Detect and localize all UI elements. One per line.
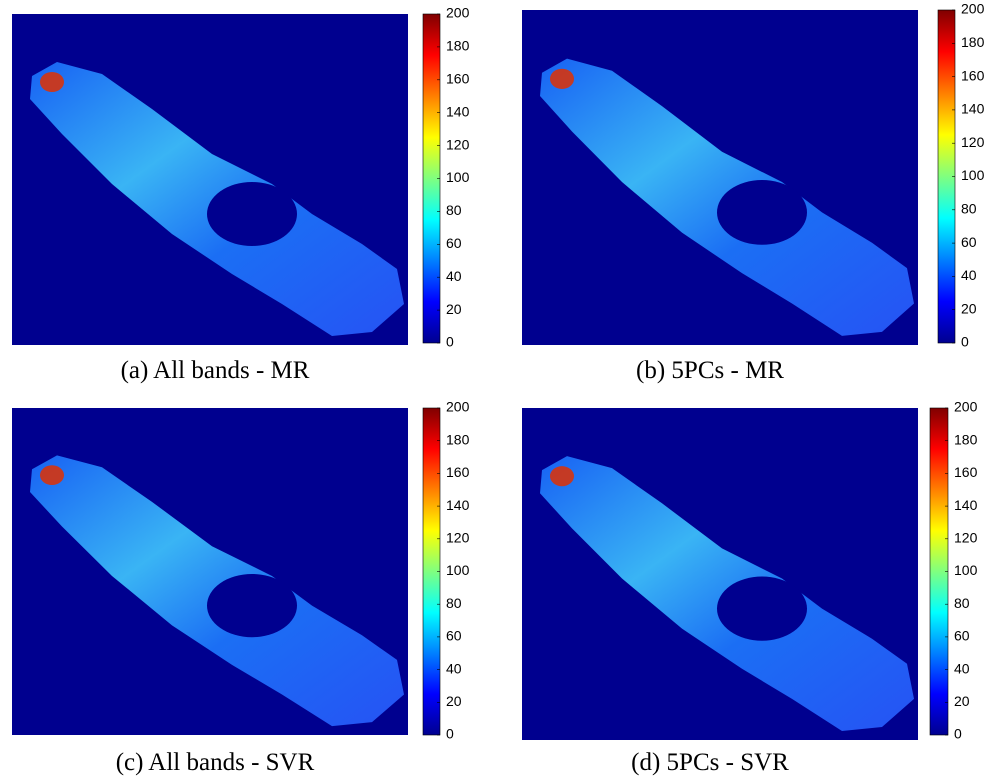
colorbar-tick-label: 40 bbox=[961, 267, 977, 283]
colorbar-tick-label: 80 bbox=[446, 202, 462, 218]
colorbar-tick-label: 0 bbox=[446, 334, 454, 350]
map-hotspot bbox=[550, 68, 574, 89]
colorbar-tick-label: 160 bbox=[446, 464, 470, 480]
colorbar-tick-label: 160 bbox=[446, 71, 470, 87]
colorbar-tick-label: 40 bbox=[446, 660, 462, 676]
colorbar-tick-label: 60 bbox=[954, 628, 970, 644]
colorbar-tick-label: 100 bbox=[446, 169, 470, 185]
panel-caption: (c) All bands - SVR bbox=[116, 749, 315, 776]
colorbar-tick-label: 100 bbox=[446, 562, 470, 578]
colorbar-tick-label: 20 bbox=[446, 693, 462, 709]
colorbar-tick-label: 80 bbox=[446, 595, 462, 611]
colorbar-tick-label: 60 bbox=[446, 235, 462, 251]
panel-caption: (a) All bands - MR bbox=[121, 357, 310, 384]
map-lagoon bbox=[717, 180, 807, 245]
colorbar-tick-label: 60 bbox=[446, 628, 462, 644]
colorbar-tick-label: 140 bbox=[446, 103, 470, 119]
panel-caption: (b) 5PCs - MR bbox=[636, 357, 784, 384]
colorbar-tick-label: 160 bbox=[961, 67, 985, 83]
map-lagoon bbox=[207, 573, 297, 638]
colorbar-tick-label: 100 bbox=[954, 562, 978, 578]
colorbar-tick-label: 200 bbox=[954, 399, 978, 415]
colorbar-tick-label: 20 bbox=[961, 300, 977, 316]
colorbar-tick-label: 40 bbox=[446, 268, 462, 284]
colorbar-tick-label: 20 bbox=[446, 301, 462, 317]
colorbar-tick-label: 200 bbox=[961, 1, 985, 17]
colorbar-tick-label: 80 bbox=[961, 201, 977, 217]
colorbar-tick-label: 140 bbox=[961, 101, 985, 117]
colorbar-tick-label: 200 bbox=[446, 399, 470, 415]
colorbar-tick-label: 180 bbox=[954, 431, 978, 447]
colorbar-tick-label: 200 bbox=[446, 5, 470, 21]
colorbar-tick-label: 0 bbox=[446, 726, 454, 742]
map-hotspot bbox=[40, 72, 64, 92]
colorbar-tick-label: 120 bbox=[446, 136, 470, 152]
colorbar-tick-label: 140 bbox=[954, 497, 978, 513]
map-hotspot bbox=[550, 466, 574, 487]
colorbar-tick-label: 180 bbox=[961, 34, 985, 50]
colorbar-tick-label: 80 bbox=[954, 595, 970, 611]
colorbar-tick-label: 60 bbox=[961, 234, 977, 250]
map-lagoon bbox=[207, 182, 297, 246]
map-lagoon bbox=[717, 576, 807, 641]
colorbar-tick-label: 120 bbox=[446, 530, 470, 546]
colorbar-tick-label: 120 bbox=[954, 530, 978, 546]
colorbar-tick-label: 180 bbox=[446, 38, 470, 54]
colorbar-tick-label: 120 bbox=[961, 134, 985, 150]
colorbar-tick-label: 100 bbox=[961, 167, 985, 183]
colorbar-tick-label: 0 bbox=[961, 334, 969, 350]
colorbar-tick-label: 140 bbox=[446, 497, 470, 513]
colorbar-tick-label: 40 bbox=[954, 660, 970, 676]
colorbar-tick-label: 180 bbox=[446, 431, 470, 447]
colorbar-tick-label: 20 bbox=[954, 693, 970, 709]
panel-caption: (d) 5PCs - SVR bbox=[631, 749, 789, 776]
colorbar-tick-label: 160 bbox=[954, 464, 978, 480]
colorbar-tick-label: 0 bbox=[954, 726, 962, 742]
map-hotspot bbox=[40, 465, 64, 486]
